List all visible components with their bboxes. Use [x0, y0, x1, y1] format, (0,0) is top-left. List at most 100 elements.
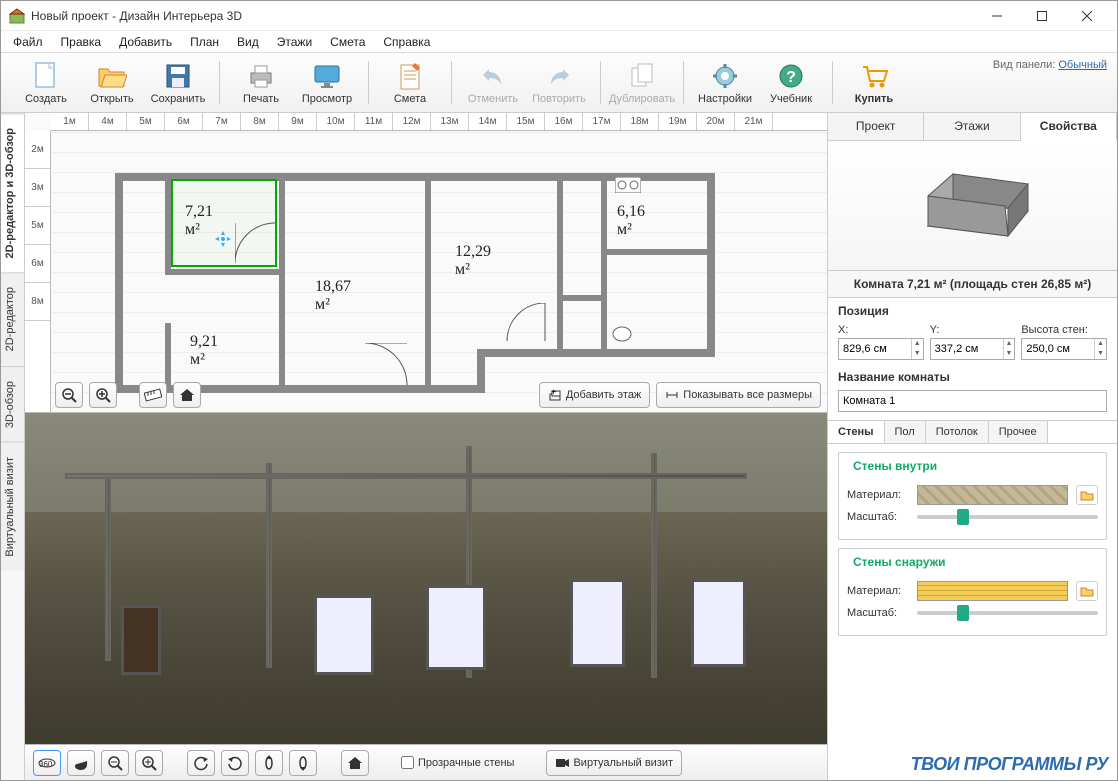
redo-button[interactable]: Повторить	[528, 57, 590, 108]
menu-edit[interactable]: Правка	[53, 33, 110, 51]
scale-slider-in[interactable]	[917, 515, 1098, 519]
menu-help[interactable]: Справка	[375, 33, 438, 51]
room-label: 12,29 м²	[455, 243, 491, 279]
menu-plan[interactable]: План	[182, 33, 227, 51]
open-button[interactable]: Открыть	[81, 57, 143, 108]
material-swatch-in[interactable]	[917, 485, 1068, 505]
scale-slider-out[interactable]	[917, 611, 1098, 615]
virtual-visit-button[interactable]: Виртуальный визит	[546, 750, 682, 776]
main-toolbar: Создать Открыть Сохранить Печать Просмот…	[1, 53, 1117, 113]
svg-text:360: 360	[39, 760, 53, 769]
show-sizes-button[interactable]: Показывать все размеры	[656, 382, 821, 408]
sub-tab-ceiling[interactable]: Потолок	[926, 421, 989, 443]
duplicate-button[interactable]: Дублировать	[611, 57, 673, 108]
tab-properties[interactable]: Свойства	[1021, 113, 1117, 141]
tilt-down-button[interactable]	[289, 750, 317, 776]
move-handle-icon[interactable]	[215, 231, 231, 247]
height-input[interactable]: ▲▼	[1021, 338, 1107, 360]
notepad-icon	[395, 61, 425, 91]
side-tab-visit[interactable]: Виртуальный визит	[1, 442, 24, 571]
home-button[interactable]	[173, 382, 201, 408]
zoom-out-3d-button[interactable]	[101, 750, 129, 776]
preview-button[interactable]: Просмотр	[296, 57, 358, 108]
x-input[interactable]: ▲▼	[838, 338, 924, 360]
new-button[interactable]: Создать	[15, 57, 77, 108]
dimensions-icon	[665, 388, 679, 402]
room-name-input[interactable]	[838, 390, 1107, 412]
sub-tab-other[interactable]: Прочее	[989, 421, 1048, 443]
tab-floors[interactable]: Этажи	[924, 113, 1020, 140]
reset-view-button[interactable]	[341, 750, 369, 776]
tutorial-button[interactable]: ?Учебник	[760, 57, 822, 108]
monitor-icon	[312, 61, 342, 91]
rotate-right-button[interactable]	[221, 750, 249, 776]
buy-button[interactable]: Купить	[843, 57, 905, 108]
side-tabs: 2D-редактор и 3D-обзор 2D-редактор 3D-об…	[1, 113, 25, 780]
watermark: ТВОИ ПРОГРАММЫ РУ	[911, 754, 1108, 775]
side-tab-2d3d[interactable]: 2D-редактор и 3D-обзор	[1, 113, 24, 272]
estimate-button[interactable]: Смета	[379, 57, 441, 108]
properties-panel: Проект Этажи Свойства Комната 7,21 м² (п…	[827, 113, 1117, 780]
titlebar: Новый проект - Дизайн Интерьера 3D	[1, 1, 1117, 31]
browse-material-in[interactable]	[1076, 485, 1098, 505]
menubar: Файл Правка Добавить План Вид Этажи Смет…	[1, 31, 1117, 53]
panel-mode: Вид панели: Обычный	[993, 59, 1107, 71]
side-tab-3d[interactable]: 3D-обзор	[1, 366, 24, 442]
transparent-walls-checkbox[interactable]: Прозрачные стены	[401, 756, 514, 769]
walls-inside-section: Стены внутри Материал: Масштаб:	[838, 452, 1107, 540]
walls-outside-section: Стены снаружи Материал: Масштаб:	[838, 548, 1107, 636]
room-name-header: Название комнаты	[828, 364, 1117, 386]
plan-toolbar: +Добавить этаж Показывать все размеры	[55, 382, 821, 408]
svg-text:+: +	[551, 388, 556, 397]
camera-icon	[555, 757, 569, 769]
duplicate-icon	[627, 61, 657, 91]
workspace: 2D-редактор и 3D-обзор 2D-редактор 3D-об…	[1, 113, 1117, 780]
panel-mode-link[interactable]: Обычный	[1058, 59, 1107, 71]
menu-floors[interactable]: Этажи	[269, 33, 320, 51]
center-area: 1м4м5м6м7м8м9м10м11м12м13м14м15м16м17м18…	[25, 113, 827, 780]
measure-button[interactable]	[139, 382, 167, 408]
save-button[interactable]: Сохранить	[147, 57, 209, 108]
redo-icon	[544, 61, 574, 91]
floppy-icon	[163, 61, 193, 91]
settings-button[interactable]: Настройки	[694, 57, 756, 108]
menu-estimate[interactable]: Смета	[322, 33, 373, 51]
position-header: Позиция	[828, 298, 1117, 320]
material-swatch-out[interactable]	[917, 581, 1068, 601]
file-icon	[31, 61, 61, 91]
sub-tab-floor[interactable]: Пол	[885, 421, 926, 443]
menu-view[interactable]: Вид	[229, 33, 267, 51]
y-label: Y:	[930, 324, 1016, 336]
pan-button[interactable]	[67, 750, 95, 776]
orbit-button[interactable]: 360	[33, 750, 61, 776]
folder-open-icon	[97, 61, 127, 91]
view-3d[interactable]	[25, 413, 827, 744]
app-window: Новый проект - Дизайн Интерьера 3D Файл …	[0, 0, 1118, 781]
menu-file[interactable]: Файл	[5, 33, 51, 51]
plan-2d[interactable]: 1м4м5м6м7м8м9м10м11м12м13м14м15м16м17м18…	[25, 113, 827, 413]
minimize-button[interactable]	[974, 2, 1019, 30]
bottom-toolbar: 360 Прозрачные стены Виртуальный визит Т…	[25, 744, 827, 780]
menu-add[interactable]: Добавить	[111, 33, 180, 51]
close-button[interactable]	[1064, 2, 1109, 30]
browse-material-out[interactable]	[1076, 581, 1098, 601]
undo-icon	[478, 61, 508, 91]
rotate-left-button[interactable]	[187, 750, 215, 776]
tilt-up-button[interactable]	[255, 750, 283, 776]
side-tab-2d[interactable]: 2D-редактор	[1, 272, 24, 365]
gear-icon	[710, 61, 740, 91]
add-floor-button[interactable]: +Добавить этаж	[539, 382, 650, 408]
zoom-out-button[interactable]	[55, 382, 83, 408]
plus-layers-icon: +	[548, 388, 562, 402]
zoom-in-button[interactable]	[89, 382, 117, 408]
zoom-in-3d-button[interactable]	[135, 750, 163, 776]
sub-tab-walls[interactable]: Стены	[828, 421, 885, 443]
ruler-horizontal: 1м4м5м6м7м8м9м10м11м12м13м14м15м16м17м18…	[51, 113, 827, 131]
print-button[interactable]: Печать	[230, 57, 292, 108]
app-icon	[9, 8, 25, 24]
undo-button[interactable]: Отменить	[462, 57, 524, 108]
maximize-button[interactable]	[1019, 2, 1064, 30]
cart-icon	[859, 61, 889, 91]
tab-project[interactable]: Проект	[828, 113, 924, 140]
y-input[interactable]: ▲▼	[930, 338, 1016, 360]
